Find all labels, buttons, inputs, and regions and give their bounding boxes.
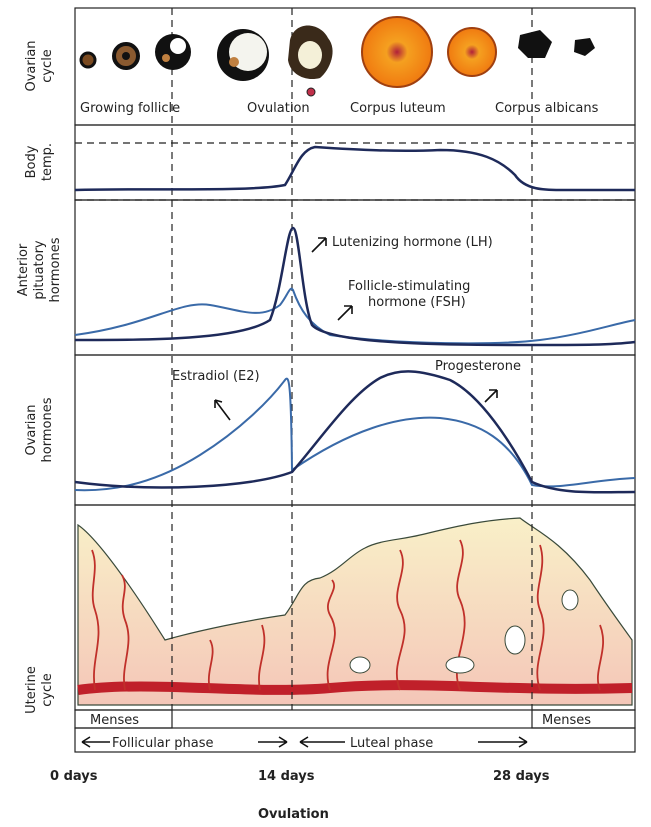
row-label: Ovariancycle: [24, 40, 55, 91]
day-label: 28 days: [493, 769, 550, 784]
stage-label: Ovulation: [247, 101, 310, 116]
basal-layer: [78, 685, 632, 690]
phase-label: Luteal phase: [350, 736, 433, 751]
menses-label: Menses: [90, 713, 139, 728]
arrow: [338, 306, 352, 320]
row-label: Bodytemp.: [24, 143, 55, 181]
row-label: Anteriorpituatoryhormones: [16, 237, 63, 302]
ovulation-label: Ovulation: [258, 807, 329, 822]
stage-label: Growing follicle: [80, 101, 180, 116]
arrow: [485, 390, 497, 402]
row-label: Ovarianhormones: [24, 397, 55, 462]
day-label: 0 days: [50, 769, 98, 784]
arrow: [215, 400, 230, 420]
menses-label: Menses: [542, 713, 591, 728]
fsh-curve: [75, 289, 635, 344]
endometrium: [78, 518, 632, 705]
phase-label: Follicular phase: [112, 736, 213, 751]
menstrual-cycle-diagram: Growing follicle Ovulation Corpus luteum…: [0, 0, 651, 823]
pituitary-panel: [75, 200, 635, 355]
arrow: [312, 238, 326, 252]
progesterone-label: Progesterone: [435, 359, 521, 374]
lh-label: Lutenizing hormone (LH): [332, 235, 493, 250]
ovarian-hormone-panel: [75, 355, 635, 505]
stage-label: Corpus luteum: [350, 101, 446, 116]
estradiol-curve: [75, 379, 635, 491]
estradiol-label: Estradiol (E2): [172, 369, 260, 384]
stage-label: Corpus albicans: [495, 101, 599, 116]
follicles: [81, 17, 595, 96]
progesterone-curve: [75, 371, 635, 492]
temp-curve: [75, 147, 635, 190]
row-label: Uterinecycle: [24, 666, 55, 714]
day-label: 14 days: [258, 769, 315, 784]
